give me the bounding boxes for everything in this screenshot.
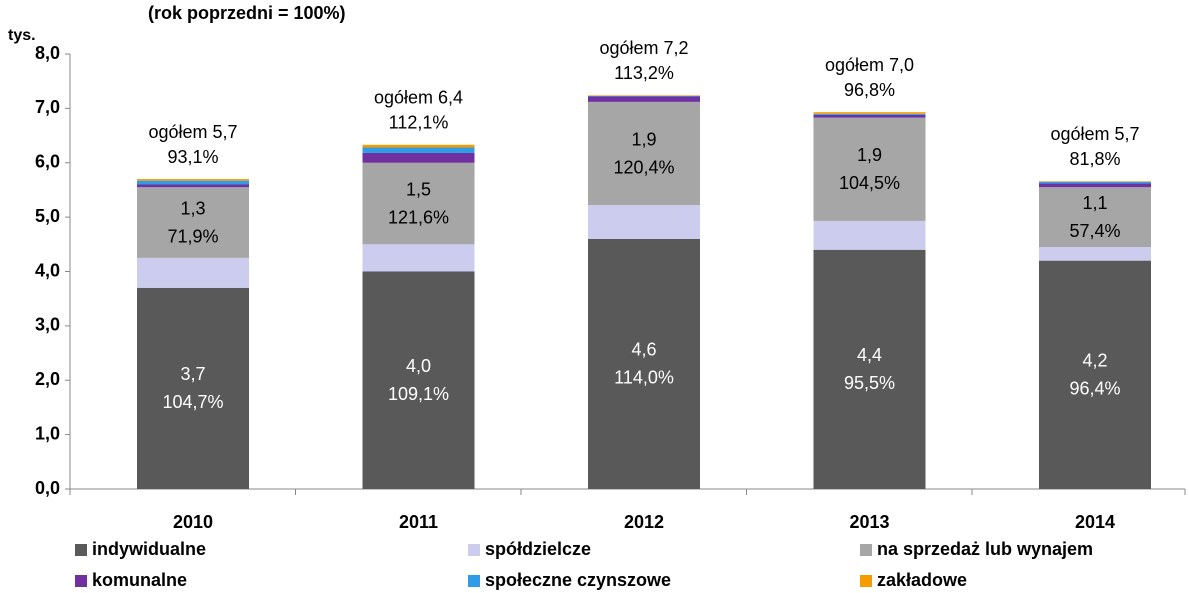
total-growth-label: 113,2% [614,63,674,83]
bar-segment [588,96,700,102]
legend-swatch [468,575,480,587]
bar-segment [588,238,700,489]
bar-segment [362,244,475,272]
growth-label: 114,0% [614,368,674,388]
bar-segment [1039,187,1151,248]
growth-label: 104,5% [839,173,900,193]
bar-segment [362,144,475,148]
value-label: 4,6 [631,340,656,360]
total-growth-label: 112,1% [389,113,449,133]
growth-label: 71,9% [167,226,218,246]
total-growth-label: 81,8% [1069,149,1120,169]
bar-segment [137,180,249,185]
bar-segment [362,271,475,489]
x-tick-label: 2013 [849,512,889,532]
bar-segment [1039,183,1151,188]
growth-label: 96,4% [1069,379,1120,399]
total-growth-label: 96,8% [844,80,895,100]
legend-swatch [468,544,480,556]
y-tick-label: 6,0 [35,152,60,172]
bar-segment [137,257,249,288]
value-label: 1,1 [1082,193,1107,213]
growth-label: 120,4% [613,157,674,177]
bar-segment [362,162,475,245]
y-tick-label: 3,0 [35,315,60,335]
legend-label: spółdzielcze [485,539,591,559]
bar-segment [1039,260,1151,489]
bar-segment [813,249,926,489]
total-label: ogółem 7,0 [825,55,914,75]
bar-segment [362,152,475,163]
bar-segment [362,147,475,153]
growth-label: 121,6% [388,207,449,227]
bar-segment [588,101,700,206]
y-tick-label: 5,0 [35,206,60,226]
value-label: 1,3 [180,198,205,218]
bar-segment [137,184,249,188]
legend-swatch [860,544,872,556]
x-tick-label: 2012 [624,512,664,532]
value-label: 4,4 [857,345,882,365]
bar-segment [813,113,926,115]
y-axis-label: tys. [8,27,36,44]
bar-segment [137,287,249,489]
legend-swatch [860,575,872,587]
y-tick-label: 2,0 [35,369,60,389]
total-label: ogółem 6,4 [374,88,463,108]
legend-swatch [75,575,87,587]
x-tick-label: 2014 [1075,512,1115,532]
total-label: ogółem 7,2 [599,38,688,58]
legend-label: na sprzedaż lub wynajem [877,539,1093,559]
bar-segment [137,187,249,258]
bar-segment [813,114,926,118]
bar-segment [137,179,249,181]
bar-segment [588,95,700,97]
bar-segment [588,95,700,96]
x-tick-label: 2011 [399,512,438,532]
total-growth-label: 93,1% [167,147,218,167]
bar-segment [813,220,926,250]
value-label: 4,2 [1082,351,1107,371]
legend-swatch [75,544,87,556]
value-label: 1,9 [857,145,882,165]
legend-label: społeczne czynszowe [485,570,671,590]
bar-segment [813,112,926,114]
y-tick-label: 0,0 [35,478,60,498]
legend-label: komunalne [92,570,187,590]
legend-label: zakładowe [877,570,967,590]
bar-segment [1039,181,1151,184]
bar-segment [1039,181,1151,182]
legend-label: indywidualne [92,539,206,559]
total-label: ogółem 5,7 [148,122,237,142]
y-tick-label: 1,0 [35,423,60,443]
total-label: ogółem 5,7 [1050,124,1139,144]
bar-segment [1039,247,1151,261]
y-tick-label: 8,0 [35,43,60,63]
growth-label: 57,4% [1069,221,1120,241]
growth-label: 104,7% [162,392,223,412]
y-tick-label: 7,0 [35,97,60,117]
x-tick-label: 2010 [173,512,213,532]
bar-segment [813,117,926,221]
value-label: 1,5 [406,179,431,199]
value-label: 1,9 [631,129,656,149]
value-label: 4,0 [406,356,431,376]
value-label: 3,7 [180,364,205,384]
growth-label: 95,5% [844,373,895,393]
growth-label: 109,1% [388,384,449,404]
bar-segment [588,205,700,239]
chart-subtitle: (rok poprzedni = 100%) [148,3,346,23]
y-tick-label: 4,0 [35,260,60,280]
